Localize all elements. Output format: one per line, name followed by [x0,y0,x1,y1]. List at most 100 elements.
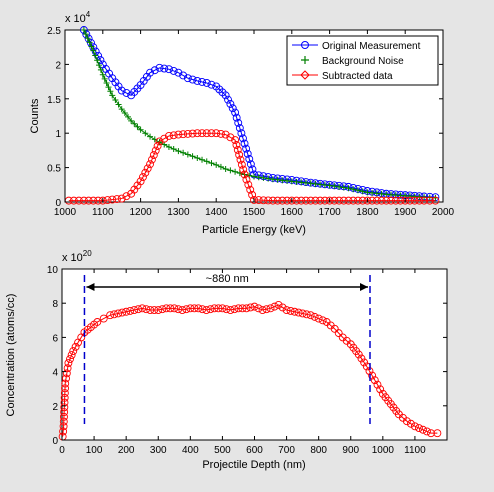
data-point [206,305,215,314]
data-point [258,306,267,314]
data-point [354,350,363,359]
data-point [125,113,131,120]
data-point [321,181,328,188]
data-point [108,195,117,204]
data-point [92,52,99,59]
data-point [306,311,315,320]
data-point [101,75,108,82]
data-point [242,304,251,313]
data-point [60,403,69,412]
data-point [250,195,258,204]
y-tick-label: 2 [55,60,61,71]
y-tick-label: 1 [55,129,61,140]
data-point [364,189,371,196]
x-tick-label: 1800 [356,207,379,218]
data-point [188,75,197,84]
data-point [306,196,315,205]
x-tick-label: 1100 [92,207,114,218]
x-tick-label: 900 [342,445,359,456]
data-point [344,196,353,205]
data-point [179,71,188,80]
data-point [326,182,333,189]
data-point [134,123,141,130]
data-point [335,196,343,205]
data-point [160,64,169,73]
bottom-exponent-label: x 1020 [62,249,92,264]
data-point [259,196,268,205]
data-point [150,306,159,314]
data-point [298,179,305,186]
data-point [98,196,107,205]
data-point [103,79,110,86]
data-point [260,174,267,181]
legend-entry-original: Original Measurement [292,41,421,52]
y-tick-label: 10 [47,265,59,276]
data-point [202,79,211,87]
data-point [254,304,263,313]
data-point [93,318,102,326]
data-point [131,120,138,127]
data-point [88,43,95,50]
data-point [66,355,74,364]
data-point [109,92,116,99]
data-point [242,175,251,184]
depth-annotation-label: ~880 nm [206,273,249,285]
data-point [382,196,391,205]
data-point [155,137,164,146]
data-point [246,185,255,194]
y-tick-label: 8 [52,299,58,310]
data-point [122,89,131,97]
data-point [433,429,442,438]
data-point [237,160,246,169]
data-point [350,186,357,193]
x-tick-label: 800 [310,445,327,456]
data-point [288,178,295,185]
data-point [222,305,231,314]
data-point [278,303,287,312]
data-point [268,196,277,205]
data-point [61,379,70,388]
data-point [79,196,88,205]
data-point [60,412,68,421]
data-point [174,130,183,139]
data-point [414,424,423,432]
data-point [251,173,257,180]
depth-annotation: ~880 nm [83,273,371,424]
data-point [146,306,155,314]
data-point [89,196,98,205]
data-point [310,312,319,321]
data-point [178,306,187,314]
data-point [122,307,131,316]
data-point [401,196,410,205]
y-tick-label: 2.5 [47,26,61,37]
top-x-axis: 1000 1100 1200 1300 1400 1500 1600 1700 1800 1900… [54,30,455,218]
data-point [302,310,311,319]
bottom-x-axis-label: Projectile Depth (nm) [202,459,305,471]
legend-label-original: Original Measurement [322,41,421,52]
data-point [370,376,379,385]
x-tick-label: 1500 [243,207,266,218]
data-point [372,196,381,205]
data-point [254,196,263,205]
data-point [286,306,295,315]
data-point [151,146,160,155]
x-tick-label: 1000 [372,445,395,456]
data-point [169,131,178,140]
data-point [198,305,207,314]
data-point [340,184,347,191]
data-point [226,100,235,108]
data-point [153,142,162,150]
x-tick-label: 2000 [432,207,455,218]
data-point [99,314,108,323]
data-point [415,196,424,205]
data-point [248,190,257,199]
y-tick-label: 4 [52,368,58,379]
data-point [59,417,68,426]
data-point [311,196,320,205]
data-point [330,324,339,333]
data-point [262,305,271,314]
data-point [248,165,257,174]
y-tick-label: 0 [52,436,58,447]
data-point [82,31,89,38]
data-point [274,176,281,183]
